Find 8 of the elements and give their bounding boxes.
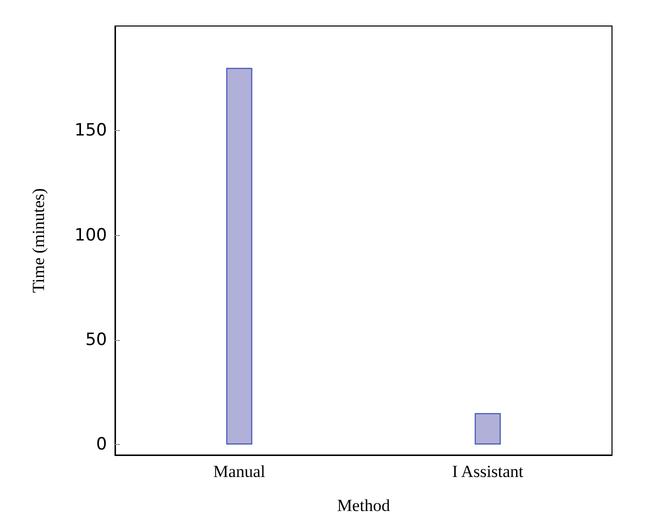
y-tick-label: 100 [74,225,107,246]
y-tick-label: 0 [96,434,107,455]
x-axis-title: Method [337,496,390,515]
x-tick-label: Manual [213,462,266,481]
y-tick-label: 150 [74,120,107,141]
x-tick-label: I Assistant [452,462,524,481]
y-axis-title: Time (minutes) [29,188,48,293]
y-tick-label: 50 [85,330,107,350]
